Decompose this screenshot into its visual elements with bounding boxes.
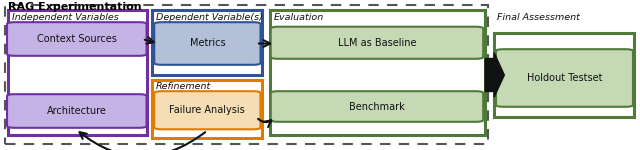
- FancyArrow shape: [485, 53, 504, 97]
- Text: LLM as Baseline: LLM as Baseline: [338, 38, 416, 48]
- FancyBboxPatch shape: [154, 91, 260, 129]
- Text: Failure Analysis: Failure Analysis: [170, 105, 245, 115]
- FancyBboxPatch shape: [7, 94, 147, 128]
- Bar: [152, 80, 262, 138]
- Bar: [152, 11, 262, 75]
- Text: Final Assessment: Final Assessment: [497, 13, 580, 22]
- Text: Evaluation: Evaluation: [273, 13, 324, 22]
- Text: RAG Experimentation: RAG Experimentation: [8, 2, 141, 12]
- Text: Refinement: Refinement: [156, 82, 211, 91]
- FancyBboxPatch shape: [271, 27, 483, 59]
- Text: Metrics: Metrics: [189, 39, 225, 48]
- Bar: [8, 11, 147, 135]
- Text: Holdout Testset: Holdout Testset: [527, 73, 602, 83]
- Text: Independent Variables: Independent Variables: [12, 13, 118, 22]
- Text: Dependent Variable(s): Dependent Variable(s): [156, 13, 262, 22]
- FancyArrowPatch shape: [258, 119, 271, 127]
- Bar: [270, 11, 485, 135]
- FancyBboxPatch shape: [154, 22, 260, 65]
- Text: Benchmark: Benchmark: [349, 102, 405, 111]
- Bar: [5, 4, 488, 144]
- FancyBboxPatch shape: [271, 91, 483, 122]
- Text: Context Sources: Context Sources: [37, 34, 116, 44]
- FancyArrowPatch shape: [79, 132, 205, 150]
- FancyBboxPatch shape: [7, 22, 147, 56]
- Bar: [494, 33, 634, 117]
- FancyBboxPatch shape: [496, 49, 633, 107]
- Text: Architecture: Architecture: [47, 106, 107, 116]
